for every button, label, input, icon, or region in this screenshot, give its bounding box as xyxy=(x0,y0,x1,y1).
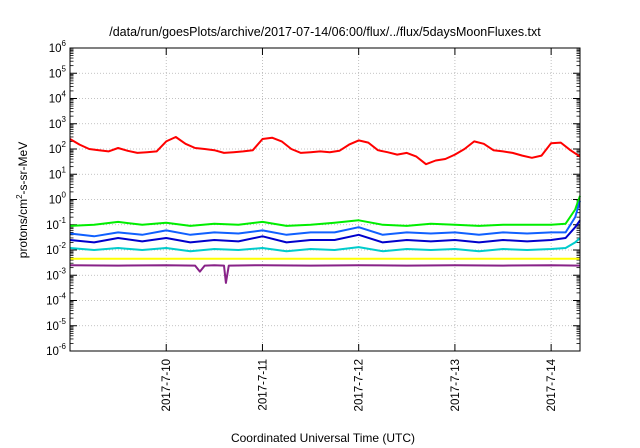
y-tick-label: 10-5 xyxy=(46,317,66,333)
y-tick-label-exp: -1 xyxy=(59,216,67,225)
y-tick-label-base: 10 xyxy=(46,321,59,333)
y-tick-label: 102 xyxy=(49,140,67,156)
plot-frame xyxy=(69,47,581,352)
series-group xyxy=(69,136,581,284)
x-tick-label: 2017-7-13 xyxy=(450,359,462,411)
y-axis-label: protons/cm2-s-sr-MeV xyxy=(15,142,30,258)
y-tick-label: 10-2 xyxy=(46,241,66,257)
series-line-4 xyxy=(69,237,581,253)
y-tick-label-base: 10 xyxy=(46,346,59,358)
y-tick-label-exp: 1 xyxy=(62,165,67,174)
x-tick-label: 2017-7-10 xyxy=(161,359,173,411)
y-tick-label-base: 10 xyxy=(49,119,62,131)
y-tick-label: 100 xyxy=(49,191,67,207)
x-ticks: 2017-7-10 2017-7-11 2017-7-12 2017-7-13 2017… xyxy=(161,48,558,411)
y-tick-label: 103 xyxy=(49,115,67,131)
y-tick-label-base: 10 xyxy=(46,220,59,232)
y-tick-label: 10-6 xyxy=(46,342,66,358)
x-axis-label: Coordinated Universal Time (UTC) xyxy=(231,431,415,445)
grid xyxy=(70,48,580,351)
y-tick-label-base: 10 xyxy=(46,245,59,257)
y-tick-label: 105 xyxy=(49,64,67,80)
y-tick-label-base: 10 xyxy=(46,296,59,308)
y-tick-label-exp: 2 xyxy=(62,140,67,149)
series-line-0 xyxy=(69,136,581,166)
y-tick-label-exp: 4 xyxy=(62,90,67,99)
series-line-1 xyxy=(69,195,581,227)
y-tick-label-base: 10 xyxy=(49,169,62,181)
series-line-2 xyxy=(69,200,581,238)
y-tick-label-base: 10 xyxy=(49,144,62,156)
series-line-6 xyxy=(69,264,581,284)
y-tick-label: 10-3 xyxy=(46,266,66,282)
y-axis-label-rest: -s-sr-MeV xyxy=(16,142,30,195)
y-tick-label-exp: -5 xyxy=(59,317,67,326)
y-tick-label-exp: 6 xyxy=(62,39,67,48)
y-tick-label-base: 10 xyxy=(49,195,62,207)
y-tick-label-exp: 3 xyxy=(62,115,67,124)
y-tick-label: 101 xyxy=(49,165,67,181)
y-tick-label-base: 10 xyxy=(49,43,62,55)
y-axis-label-base: protons/cm xyxy=(16,199,30,258)
x-tick-label: 2017-7-11 xyxy=(257,359,269,411)
x-tick-label: 2017-7-14 xyxy=(546,358,558,411)
chart-title: /data/run/goesPlots/archive/2017-07-14/0… xyxy=(109,25,541,39)
y-tick-label: 10-1 xyxy=(46,216,66,232)
y-tick-label-exp: 5 xyxy=(62,64,67,73)
series-line-3 xyxy=(69,219,581,244)
y-tick-label: 104 xyxy=(49,90,67,106)
y-tick-label-base: 10 xyxy=(49,68,62,80)
y-tick-label-exp: -6 xyxy=(59,342,67,351)
y-tick-label: 10-4 xyxy=(46,292,66,308)
y-tick-label-base: 10 xyxy=(46,270,59,282)
y-axis-label-sup: 2 xyxy=(15,194,24,199)
y-ticks: 10-610-510-410-310-210-11001011021031041… xyxy=(46,39,580,358)
y-tick-label-exp: -3 xyxy=(59,266,67,275)
y-tick-label: 106 xyxy=(49,39,67,55)
y-tick-label-exp: -2 xyxy=(59,241,67,250)
y-tick-label-exp: 0 xyxy=(62,191,67,200)
y-tick-label-base: 10 xyxy=(49,94,62,106)
y-tick-label-exp: -4 xyxy=(59,292,67,301)
x-tick-label: 2017-7-12 xyxy=(354,359,366,411)
